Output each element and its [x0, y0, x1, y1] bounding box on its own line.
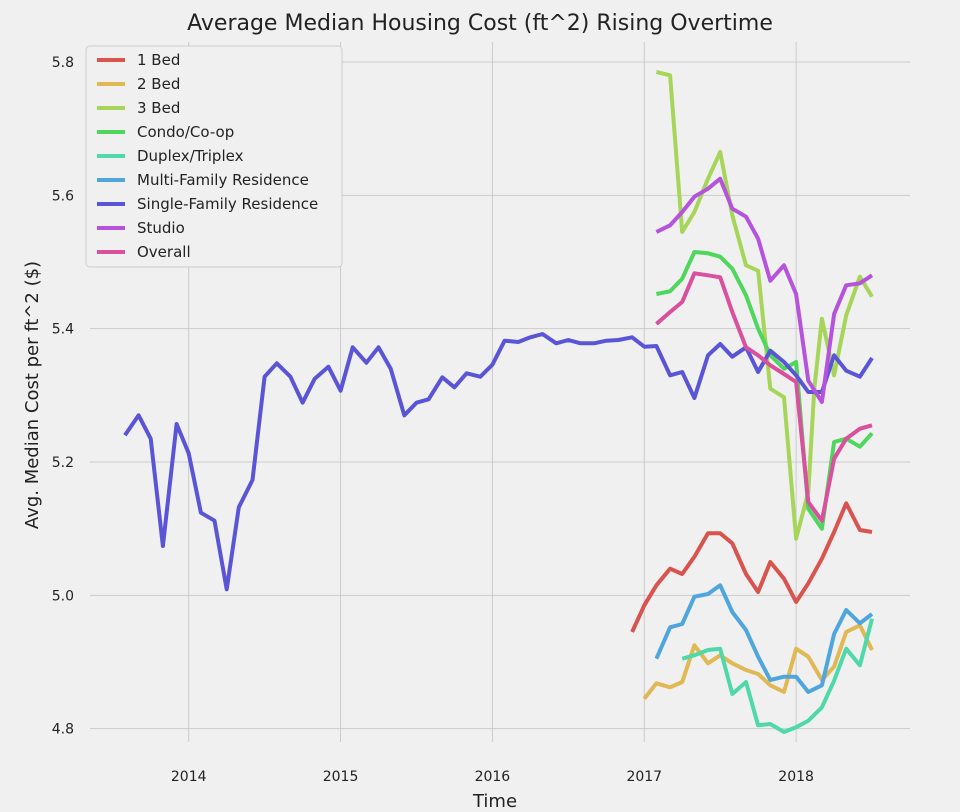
legend-entry: 2 Bed	[137, 75, 180, 93]
x-tick-label: 2015	[323, 769, 359, 785]
x-tick-label: 2017	[626, 769, 662, 785]
series-line-multi-family-residence	[654, 583, 874, 694]
legend-items: 1 Bed 2 Bed 3 Bed Condo/Co-op Duplex/Triplex…	[97, 51, 318, 261]
series-line-3-bed	[655, 70, 874, 541]
x-tick-label: 2018	[778, 769, 814, 785]
legend-entry: Overall	[137, 243, 191, 261]
series-line-single-family-residence	[123, 332, 874, 592]
x-axis-label: Time	[472, 791, 517, 812]
legend-frame	[85, 45, 343, 268]
series-line-duplex-triplex	[681, 618, 874, 734]
legend-entry: Single-Family Residence	[137, 195, 318, 213]
legend-entry: Condo/Co-op	[137, 123, 234, 141]
y-tick-label: 4.8	[52, 722, 74, 738]
y-tick-label: 5.8	[52, 55, 74, 71]
legend-entry: 3 Bed	[137, 99, 180, 117]
y-tick-label: 5.0	[52, 588, 74, 604]
x-tick-label: 2014	[171, 769, 207, 785]
series-line-studio	[655, 176, 874, 404]
series-line-overall	[655, 271, 873, 523]
x-axis-ticks: 2014 2015 2016 2017 2018	[171, 769, 814, 785]
chart-title: Average Median Housing Cost (ft^2) Risin…	[187, 11, 773, 36]
legend-entry: Duplex/Triplex	[137, 147, 244, 165]
legend-entry: Multi-Family Residence	[137, 171, 309, 189]
y-axis-label: Avg. Median Cost per ft^2 ($)	[22, 261, 43, 529]
x-tick-label: 2016	[475, 769, 511, 785]
y-tick-label: 5.6	[52, 188, 74, 204]
legend-entry: Studio	[137, 219, 185, 237]
series-line-1-bed	[630, 501, 873, 633]
legend-entry: 1 Bed	[137, 51, 180, 69]
series-group	[123, 70, 874, 734]
y-tick-label: 5.4	[52, 322, 74, 338]
series-line-condo-co-op	[656, 250, 874, 531]
y-axis-ticks: 4.8 5.0 5.2 5.4 5.6 5.8	[52, 55, 74, 738]
legend: 1 Bed 2 Bed 3 Bed Condo/Co-op Duplex/Triplex…	[85, 45, 343, 268]
series-line-2-bed	[642, 623, 874, 700]
y-tick-label: 5.2	[52, 455, 74, 471]
